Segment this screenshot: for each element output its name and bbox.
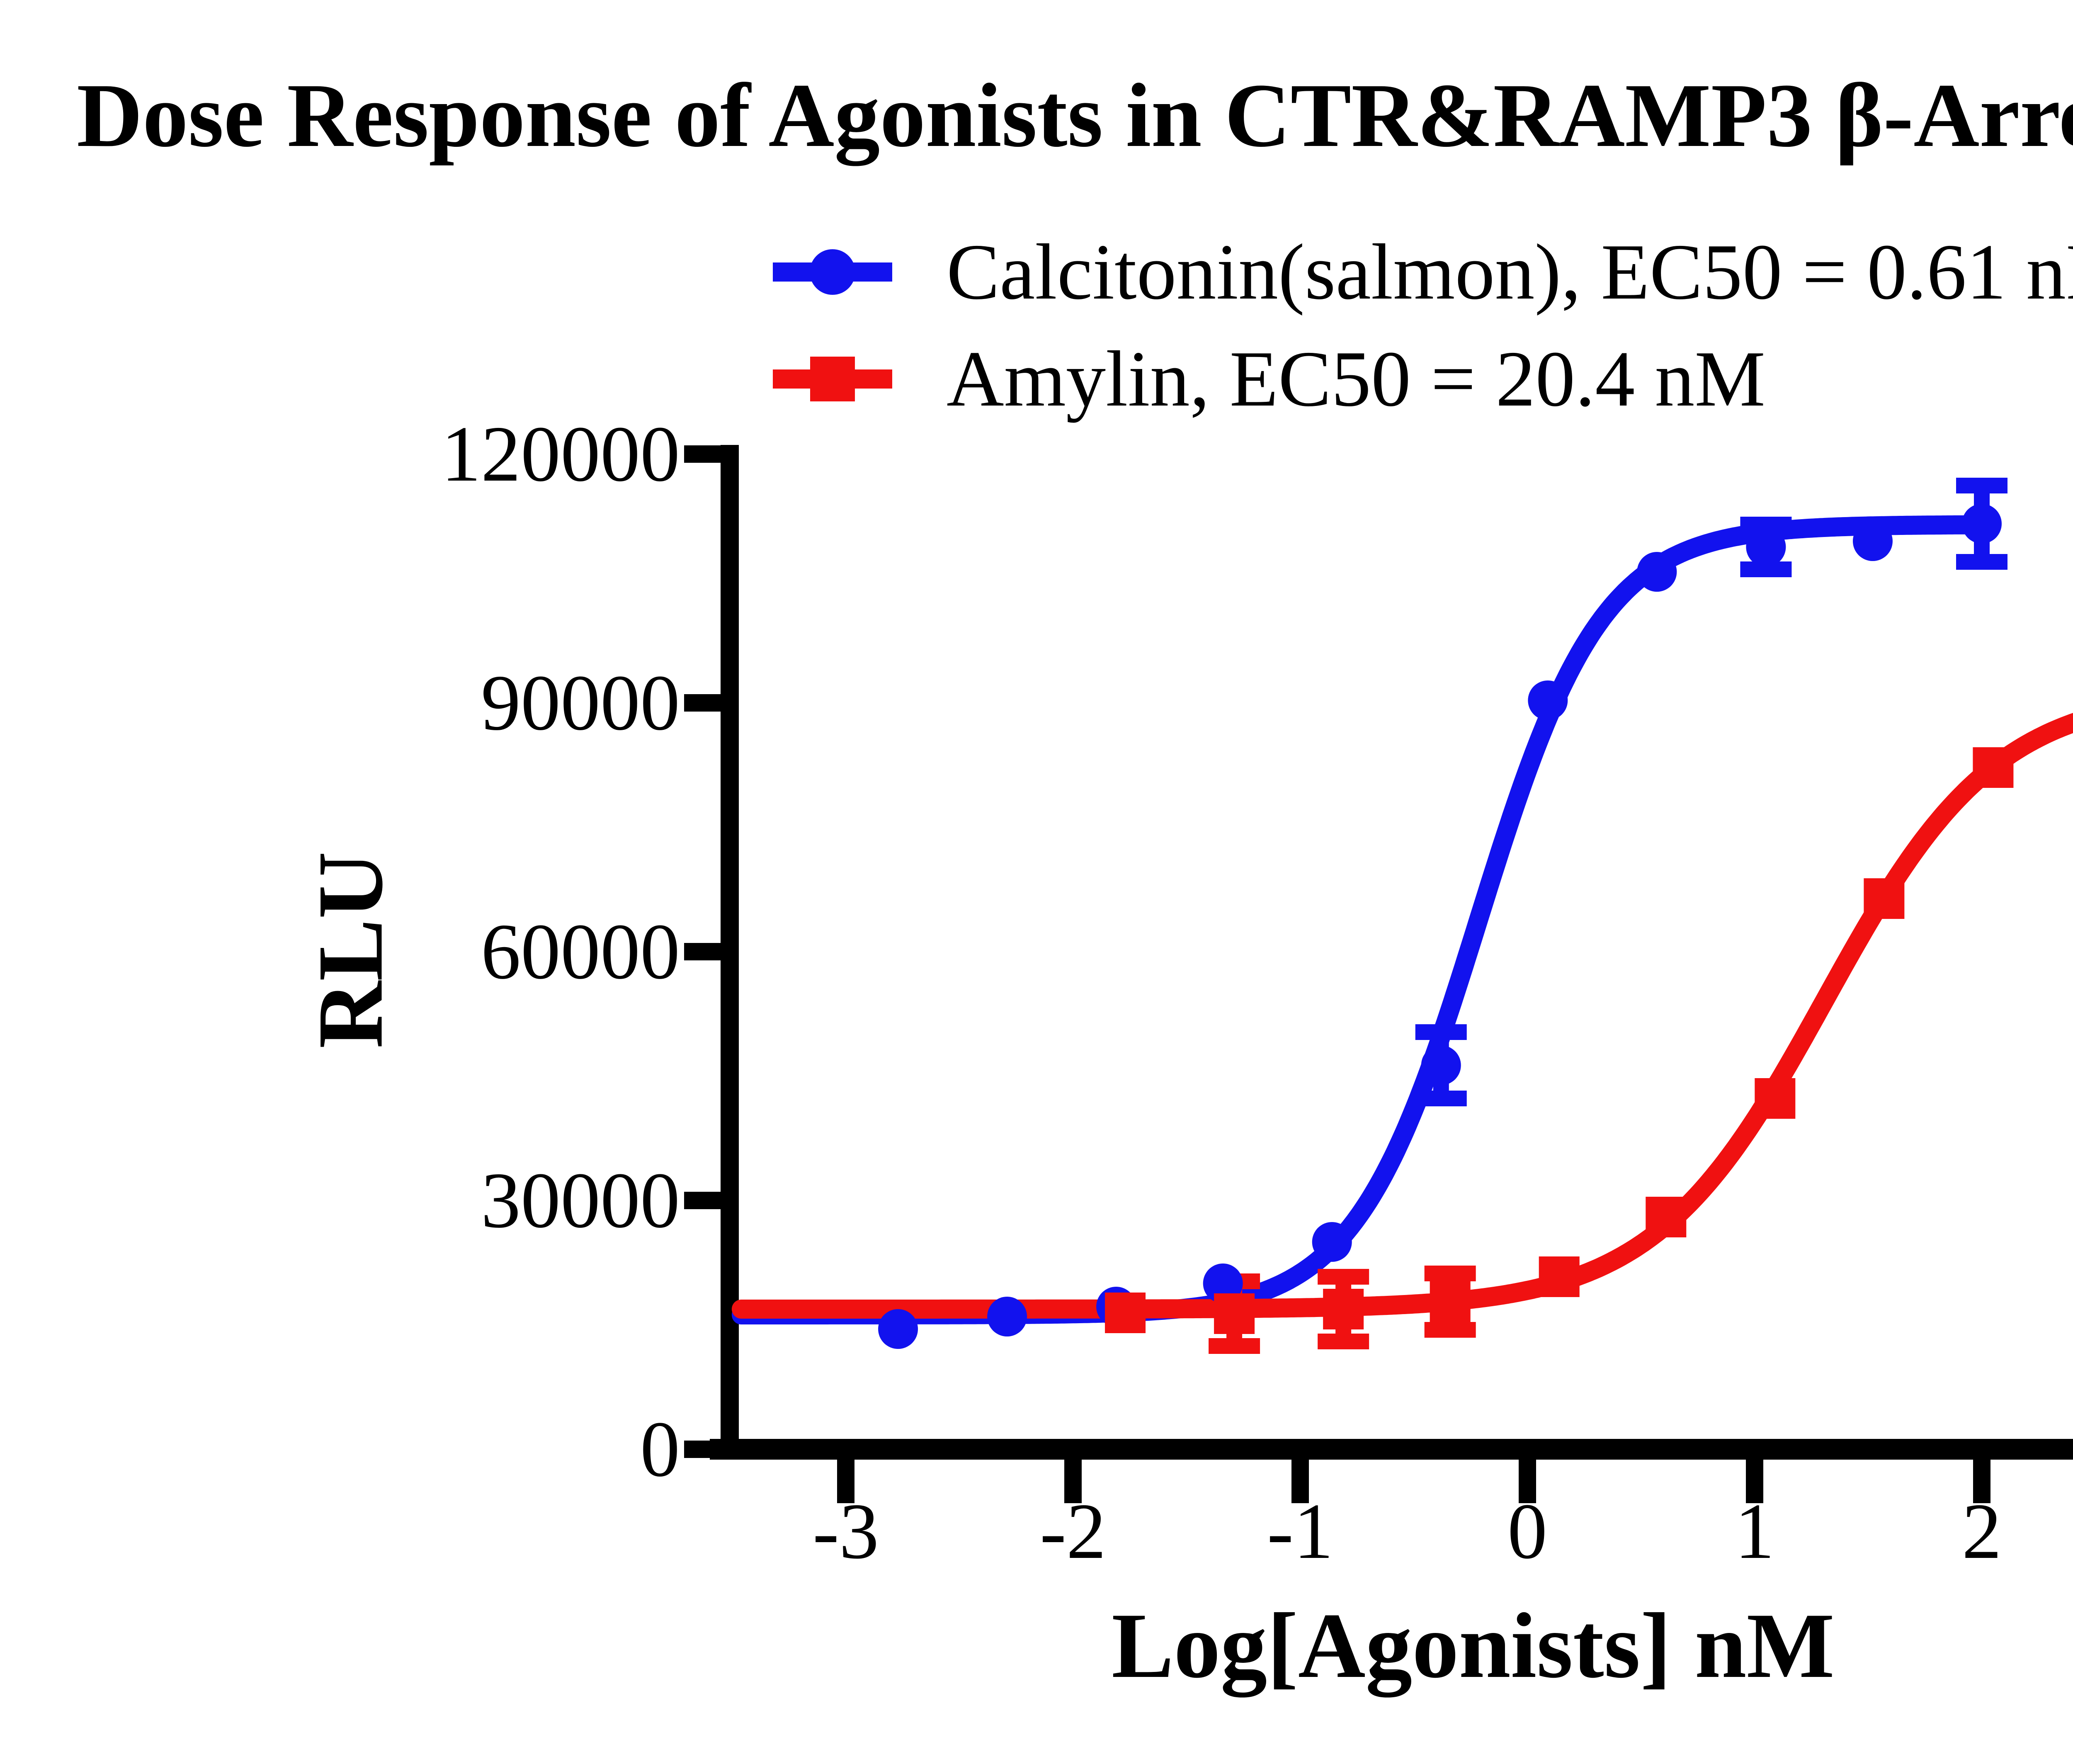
data-point-1 bbox=[1864, 878, 1905, 919]
x-tick-label: -1 bbox=[1267, 1487, 1333, 1575]
data-point-0 bbox=[878, 1309, 918, 1349]
legend-marker-circle-icon bbox=[773, 249, 892, 295]
data-point-0 bbox=[1962, 504, 2002, 544]
data-point-0 bbox=[987, 1297, 1027, 1336]
data-point-1 bbox=[1973, 747, 2014, 788]
x-tick-label: -2 bbox=[1040, 1487, 1106, 1575]
x-tick-label: 2 bbox=[1962, 1487, 2002, 1575]
data-point-1 bbox=[1323, 1289, 1364, 1329]
y-tick-label: 60000 bbox=[481, 907, 680, 996]
chart-title: Dose Response of Agonists in CTR&RAMP3 β… bbox=[77, 65, 2073, 166]
legend-marker-square-icon bbox=[773, 357, 892, 401]
y-tick-label: 90000 bbox=[481, 658, 680, 747]
data-point-1 bbox=[1105, 1293, 1146, 1333]
data-point-0 bbox=[1528, 680, 1568, 720]
x-tick-label: 1 bbox=[1735, 1487, 1774, 1575]
legend-item-1: Amylin, EC50 = 20.4 nM bbox=[770, 338, 1765, 420]
data-point-0 bbox=[1637, 552, 1677, 592]
data-point-0 bbox=[1852, 521, 1893, 561]
series-curve-1 bbox=[731, 713, 2073, 1319]
data-point-1 bbox=[1755, 1078, 1796, 1119]
data-point-0 bbox=[1421, 1045, 1461, 1085]
legend-item-0: Calcitonin(salmon), EC50 = 0.61 nM bbox=[770, 231, 2073, 313]
x-tick-label: 0 bbox=[1507, 1487, 1547, 1575]
legend-label: Amylin, EC50 = 20.4 nM bbox=[947, 335, 1766, 423]
y-axis-title: RLU bbox=[298, 851, 402, 1049]
data-point-1 bbox=[1214, 1293, 1255, 1334]
data-point-1 bbox=[1539, 1256, 1580, 1297]
y-tick-label: 0 bbox=[640, 1405, 680, 1493]
y-tick-label: 30000 bbox=[481, 1156, 680, 1244]
data-point-0 bbox=[1312, 1222, 1352, 1262]
data-point-1 bbox=[1430, 1281, 1471, 1322]
x-axis-title: Log[Agonists] nM bbox=[1112, 1594, 1835, 1697]
legend-label: Calcitonin(salmon), EC50 = 0.61 nM bbox=[947, 228, 2073, 316]
series-curve-0 bbox=[731, 515, 1991, 1324]
x-tick-label: -3 bbox=[813, 1487, 879, 1575]
data-point-1 bbox=[1646, 1197, 1687, 1237]
data-point-0 bbox=[1746, 527, 1786, 567]
y-tick-label: 120000 bbox=[441, 410, 680, 498]
